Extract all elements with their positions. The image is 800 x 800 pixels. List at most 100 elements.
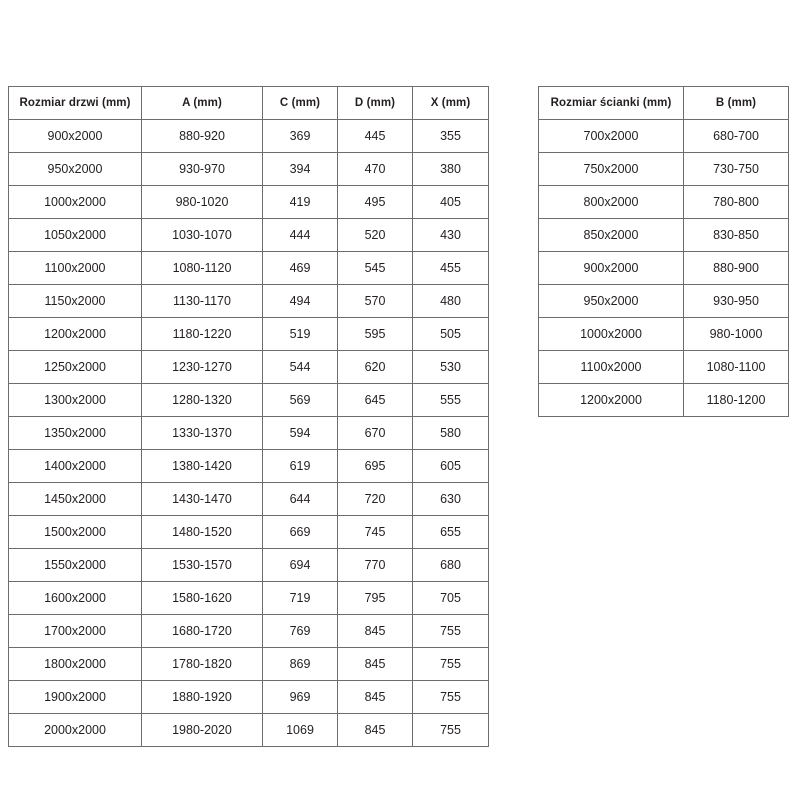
cell-d: 495 bbox=[337, 185, 413, 219]
cell-wall-size: 800x2000 bbox=[538, 185, 684, 219]
wall-table-header: Rozmiar ścianki (mm) B (mm) bbox=[538, 86, 789, 120]
cell-wall-size: 1100x2000 bbox=[538, 350, 684, 384]
table-row: 1200x2000 1180-1220 519 595 505 bbox=[8, 317, 489, 351]
cell-x: 580 bbox=[412, 416, 489, 450]
cell-x: 605 bbox=[412, 449, 489, 483]
column-header-door-size: Rozmiar drzwi (mm) bbox=[8, 86, 142, 120]
cell-a: 980-1020 bbox=[141, 185, 263, 219]
table-row: 1100x2000 1080-1120 469 545 455 bbox=[8, 251, 489, 285]
cell-door-size: 1600x2000 bbox=[8, 581, 142, 615]
table-row: 1250x2000 1230-1270 544 620 530 bbox=[8, 350, 489, 384]
cell-d: 845 bbox=[337, 647, 413, 681]
cell-a: 1480-1520 bbox=[141, 515, 263, 549]
cell-a: 1880-1920 bbox=[141, 680, 263, 714]
cell-c: 519 bbox=[262, 317, 338, 351]
cell-x: 705 bbox=[412, 581, 489, 615]
cell-a: 1680-1720 bbox=[141, 614, 263, 648]
cell-d: 620 bbox=[337, 350, 413, 384]
cell-door-size: 900x2000 bbox=[8, 119, 142, 153]
table-header-row: Rozmiar drzwi (mm) A (mm) C (mm) D (mm) … bbox=[8, 86, 489, 120]
cell-wall-size: 900x2000 bbox=[538, 251, 684, 285]
table-row: 2000x2000 1980-2020 1069 845 755 bbox=[8, 713, 489, 747]
table-row: 1150x2000 1130-1170 494 570 480 bbox=[8, 284, 489, 318]
table-row: 1800x2000 1780-1820 869 845 755 bbox=[8, 647, 489, 681]
cell-door-size: 1350x2000 bbox=[8, 416, 142, 450]
cell-a: 1330-1370 bbox=[141, 416, 263, 450]
column-header-a: A (mm) bbox=[141, 86, 263, 120]
cell-d: 795 bbox=[337, 581, 413, 615]
cell-x: 405 bbox=[412, 185, 489, 219]
cell-door-size: 1100x2000 bbox=[8, 251, 142, 285]
door-table-header: Rozmiar drzwi (mm) A (mm) C (mm) D (mm) … bbox=[8, 86, 489, 120]
cell-a: 1030-1070 bbox=[141, 218, 263, 252]
table-header-row: Rozmiar ścianki (mm) B (mm) bbox=[538, 86, 789, 120]
cell-b: 880-900 bbox=[683, 251, 789, 285]
cell-d: 520 bbox=[337, 218, 413, 252]
cell-d: 845 bbox=[337, 680, 413, 714]
cell-d: 670 bbox=[337, 416, 413, 450]
column-header-c: C (mm) bbox=[262, 86, 338, 120]
cell-c: 494 bbox=[262, 284, 338, 318]
cell-wall-size: 750x2000 bbox=[538, 152, 684, 186]
cell-a: 1780-1820 bbox=[141, 647, 263, 681]
table-row: 1050x2000 1030-1070 444 520 430 bbox=[8, 218, 489, 252]
cell-b: 1080-1100 bbox=[683, 350, 789, 384]
cell-x: 480 bbox=[412, 284, 489, 318]
cell-door-size: 1550x2000 bbox=[8, 548, 142, 582]
cell-d: 545 bbox=[337, 251, 413, 285]
cell-b: 1180-1200 bbox=[683, 383, 789, 417]
wall-size-table: Rozmiar ścianki (mm) B (mm) 700x2000 680-… bbox=[538, 86, 789, 417]
cell-door-size: 1050x2000 bbox=[8, 218, 142, 252]
cell-door-size: 1300x2000 bbox=[8, 383, 142, 417]
cell-b: 980-1000 bbox=[683, 317, 789, 351]
cell-d: 770 bbox=[337, 548, 413, 582]
cell-x: 630 bbox=[412, 482, 489, 516]
cell-x: 430 bbox=[412, 218, 489, 252]
cell-x: 655 bbox=[412, 515, 489, 549]
table-row: 950x2000 930-950 bbox=[538, 284, 789, 318]
cell-door-size: 1250x2000 bbox=[8, 350, 142, 384]
cell-a: 1230-1270 bbox=[141, 350, 263, 384]
cell-door-size: 1800x2000 bbox=[8, 647, 142, 681]
cell-x: 555 bbox=[412, 383, 489, 417]
cell-x: 455 bbox=[412, 251, 489, 285]
cell-door-size: 1000x2000 bbox=[8, 185, 142, 219]
table-row: 1350x2000 1330-1370 594 670 580 bbox=[8, 416, 489, 450]
cell-a: 1530-1570 bbox=[141, 548, 263, 582]
table-row: 750x2000 730-750 bbox=[538, 152, 789, 186]
cell-wall-size: 1000x2000 bbox=[538, 317, 684, 351]
cell-d: 470 bbox=[337, 152, 413, 186]
cell-d: 845 bbox=[337, 614, 413, 648]
table-row: 1900x2000 1880-1920 969 845 755 bbox=[8, 680, 489, 714]
cell-b: 930-950 bbox=[683, 284, 789, 318]
cell-c: 619 bbox=[262, 449, 338, 483]
cell-d: 645 bbox=[337, 383, 413, 417]
wall-table-body: 700x2000 680-700 750x2000 730-750 800x2000 78… bbox=[538, 119, 789, 417]
table-row: 950x2000 930-970 394 470 380 bbox=[8, 152, 489, 186]
cell-x: 680 bbox=[412, 548, 489, 582]
cell-c: 694 bbox=[262, 548, 338, 582]
column-header-wall-size: Rozmiar ścianki (mm) bbox=[538, 86, 684, 120]
cell-a: 880-920 bbox=[141, 119, 263, 153]
table-row: 900x2000 880-920 369 445 355 bbox=[8, 119, 489, 153]
cell-door-size: 1400x2000 bbox=[8, 449, 142, 483]
cell-d: 445 bbox=[337, 119, 413, 153]
column-header-b: B (mm) bbox=[683, 86, 789, 120]
table-row: 1500x2000 1480-1520 669 745 655 bbox=[8, 515, 489, 549]
table-row: 800x2000 780-800 bbox=[538, 185, 789, 219]
cell-wall-size: 850x2000 bbox=[538, 218, 684, 252]
table-row: 1400x2000 1380-1420 619 695 605 bbox=[8, 449, 489, 483]
cell-a: 1580-1620 bbox=[141, 581, 263, 615]
cell-x: 530 bbox=[412, 350, 489, 384]
cell-door-size: 1150x2000 bbox=[8, 284, 142, 318]
cell-x: 505 bbox=[412, 317, 489, 351]
cell-a: 1080-1120 bbox=[141, 251, 263, 285]
cell-c: 419 bbox=[262, 185, 338, 219]
cell-x: 355 bbox=[412, 119, 489, 153]
table-row: 1600x2000 1580-1620 719 795 705 bbox=[8, 581, 489, 615]
table-row: 1200x2000 1180-1200 bbox=[538, 383, 789, 417]
cell-wall-size: 950x2000 bbox=[538, 284, 684, 318]
cell-door-size: 1500x2000 bbox=[8, 515, 142, 549]
cell-door-size: 2000x2000 bbox=[8, 713, 142, 747]
table-row: 1100x2000 1080-1100 bbox=[538, 350, 789, 384]
